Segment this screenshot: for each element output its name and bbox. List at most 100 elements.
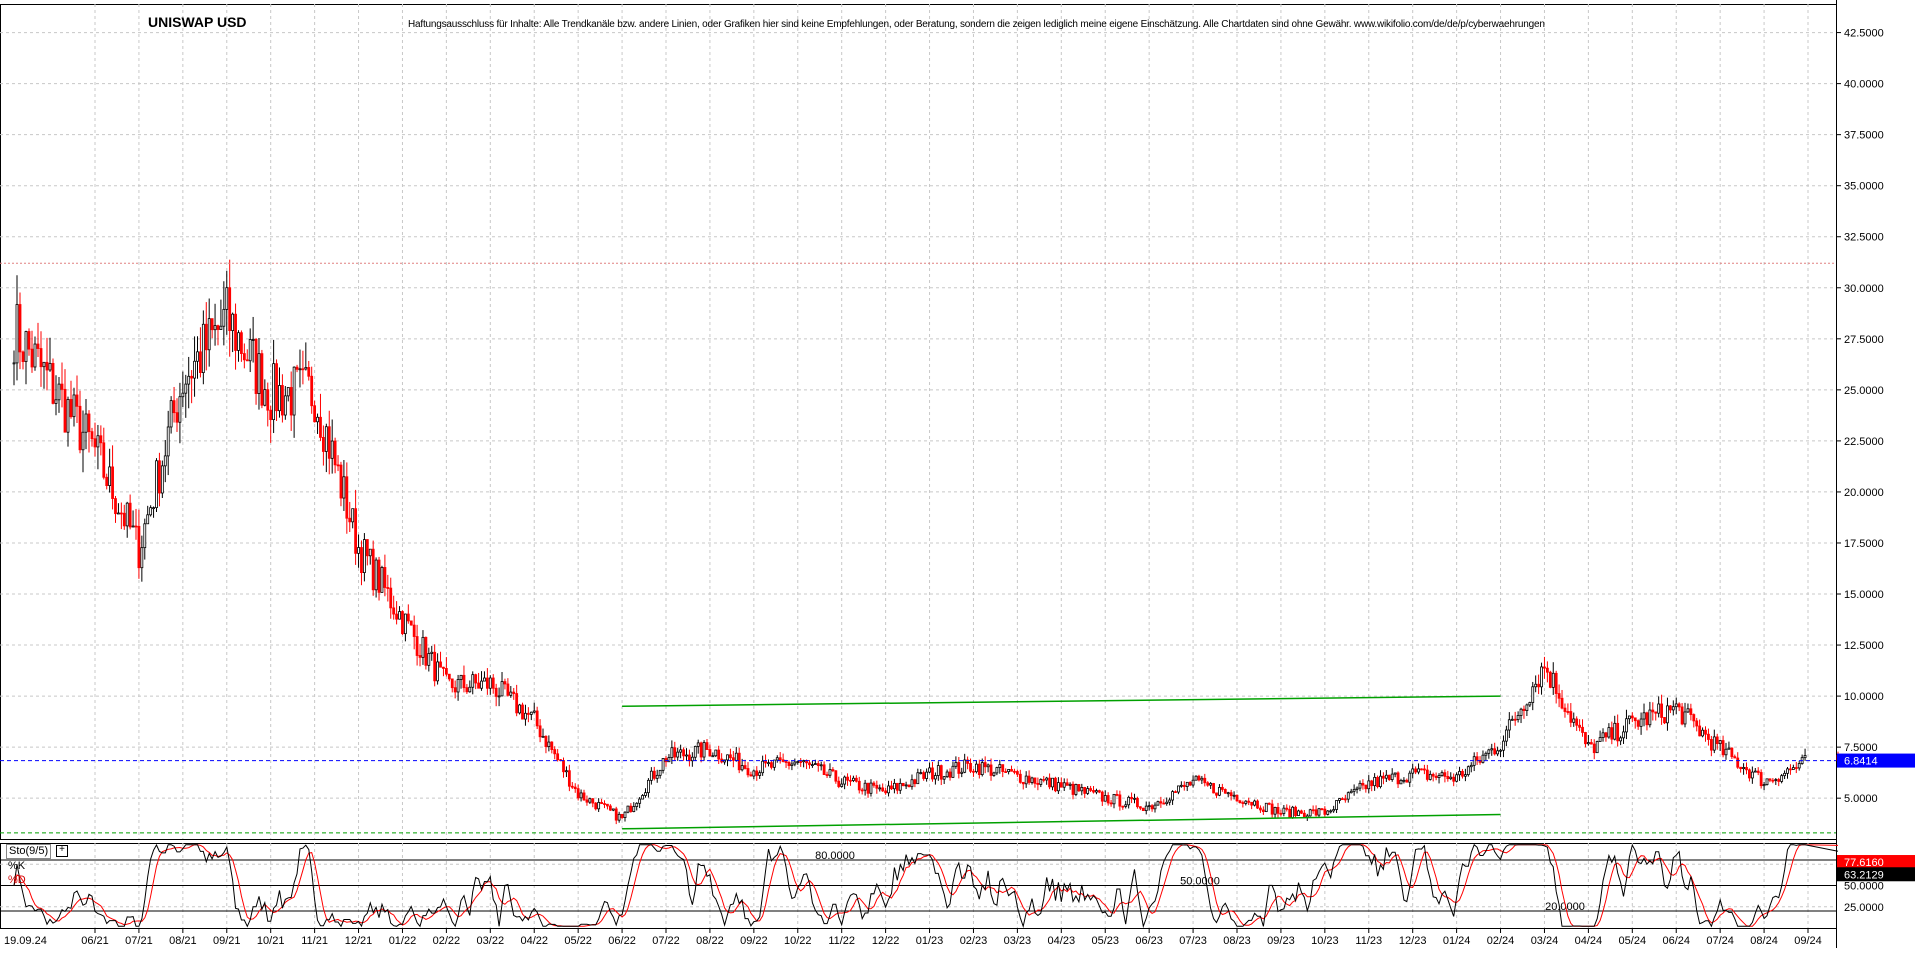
candle-body [1548, 671, 1552, 688]
candle-body [1663, 717, 1666, 724]
candle-body [907, 784, 911, 788]
candle-body [1402, 779, 1406, 782]
candle-body [424, 636, 428, 666]
candle-body [1736, 757, 1740, 768]
candle-body [1030, 777, 1034, 783]
candle-body [1434, 775, 1438, 778]
stochastic-d-line [13, 844, 1839, 927]
candle-body [731, 757, 735, 761]
candle-body [775, 757, 779, 761]
candle-body [1531, 686, 1535, 703]
candle-body [193, 360, 196, 379]
candle-body [846, 776, 849, 781]
candle-body [1701, 729, 1704, 737]
indicator-label[interactable]: Sto(9/5) [6, 844, 52, 859]
candle-body [1115, 793, 1119, 796]
candle-body [84, 413, 88, 433]
candle-body [1138, 806, 1142, 809]
candle-body [251, 339, 255, 341]
candle-body [799, 761, 803, 763]
candle-body [567, 770, 571, 787]
candle-body [172, 400, 176, 414]
candle-body [1379, 775, 1382, 788]
x-tick-label: 06/21 [81, 935, 109, 947]
candle-body [491, 677, 495, 689]
candle-body [1727, 747, 1731, 750]
candle-body [649, 770, 653, 781]
candle-body [237, 332, 240, 351]
candle-body [1247, 800, 1251, 803]
y-tick-label: 27.5000 [1844, 334, 1884, 346]
candle-body [597, 802, 601, 810]
candle-body [875, 784, 879, 789]
candle-body [972, 770, 975, 773]
candle-body [1516, 715, 1520, 721]
candle-body [1748, 769, 1751, 779]
candle-body [1393, 772, 1397, 775]
candle-body [922, 772, 926, 779]
candle-body [447, 673, 451, 680]
candle-body [667, 757, 671, 763]
candle-body [781, 759, 785, 762]
candle-body [1308, 809, 1312, 817]
candle-body [69, 399, 73, 418]
candle-body [1619, 737, 1622, 742]
candle-body [269, 409, 273, 420]
candle-body [764, 760, 767, 764]
candle-body [354, 508, 358, 554]
candle-body [286, 387, 290, 397]
candle-body [1756, 770, 1760, 773]
candle-body [1238, 800, 1242, 803]
candle-body [272, 363, 276, 420]
candle-body [1349, 790, 1353, 794]
candle-body [418, 655, 422, 658]
candle-body [1461, 770, 1464, 777]
candle-body [632, 806, 636, 812]
candle-body [1724, 748, 1728, 756]
candle-body [954, 762, 958, 767]
candle-body [1051, 777, 1054, 788]
candle-body [711, 755, 715, 758]
x-tick-label: 06/24 [1662, 935, 1690, 947]
candle-body [1411, 768, 1415, 774]
candle-body [629, 805, 633, 812]
candle-body [1323, 808, 1327, 815]
candle-body [1027, 775, 1031, 783]
candle-body [1455, 774, 1459, 782]
candle-body [1174, 791, 1177, 794]
candle-body [1352, 788, 1356, 792]
candle-body [134, 525, 138, 528]
candle-body [893, 782, 896, 790]
candle-body [319, 416, 322, 438]
candle-body [1446, 776, 1450, 780]
candle-body [1660, 703, 1663, 718]
indicator-expand-button[interactable]: + [56, 845, 68, 857]
candle-body [1048, 777, 1051, 788]
candle-body [1707, 733, 1710, 740]
candle-body [114, 498, 117, 515]
candle-body [582, 792, 586, 801]
candle-body [1010, 769, 1013, 772]
candle-body [33, 343, 37, 368]
candle-body [1018, 773, 1022, 783]
candle-body [758, 772, 762, 776]
candle-body [673, 747, 677, 758]
candle-body [752, 770, 756, 777]
candle-body [468, 686, 472, 693]
candle-body [1525, 704, 1529, 711]
candle-body [1133, 797, 1136, 800]
candle-body [471, 674, 475, 688]
candle-body [199, 351, 202, 373]
candle-body [966, 759, 970, 764]
candle-body [1355, 787, 1359, 790]
candle-body [1569, 711, 1573, 723]
candle-body [939, 765, 943, 780]
candle-body [1241, 802, 1245, 804]
candle-body [606, 803, 609, 807]
candle-body [245, 359, 249, 362]
candle-body [348, 517, 352, 523]
candle-body [1384, 774, 1388, 779]
candle-body [210, 318, 214, 331]
candle-body [1317, 808, 1321, 816]
candle-body [342, 476, 346, 499]
